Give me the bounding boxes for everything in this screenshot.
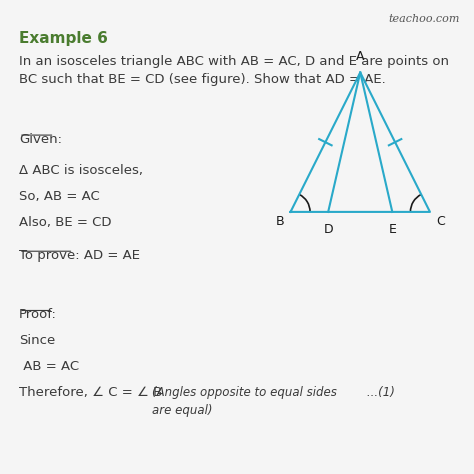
Text: Given:: Given:	[19, 133, 62, 146]
Text: In an isosceles triangle ABC with AB = AC, D and E are points on
BC such that BE: In an isosceles triangle ABC with AB = A…	[19, 55, 449, 85]
Text: D: D	[323, 223, 333, 236]
Text: To prove: AD = AE: To prove: AD = AE	[19, 249, 140, 262]
Text: Since: Since	[19, 334, 55, 347]
Text: E: E	[388, 223, 396, 236]
Text: Proof:: Proof:	[19, 308, 57, 321]
Text: Example 6: Example 6	[19, 31, 108, 46]
Text: C: C	[436, 215, 445, 228]
Text: B: B	[276, 215, 285, 228]
Text: teachoo.com: teachoo.com	[388, 14, 460, 24]
Text: A: A	[356, 50, 365, 63]
Text: (Angles opposite to equal sides        ...(1)
are equal): (Angles opposite to equal sides ...(1) a…	[152, 386, 394, 417]
Text: AB = AC: AB = AC	[19, 360, 79, 373]
Text: So, AB = AC: So, AB = AC	[19, 190, 100, 202]
Text: Also, BE = CD: Also, BE = CD	[19, 216, 111, 228]
Text: Therefore, ∠ C = ∠ B: Therefore, ∠ C = ∠ B	[19, 386, 162, 399]
Text: Δ ABC is isosceles,: Δ ABC is isosceles,	[19, 164, 143, 176]
